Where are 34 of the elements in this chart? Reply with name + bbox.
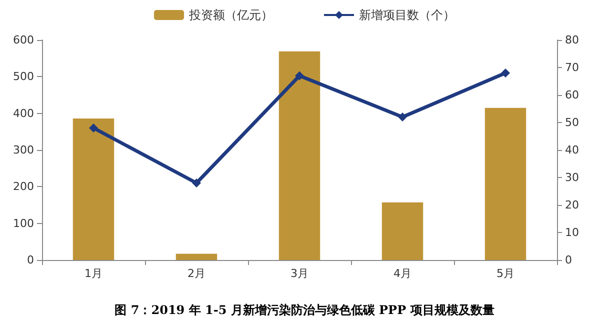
y-tick-label: 600	[13, 34, 34, 46]
y2-tick-label: 70	[565, 61, 579, 74]
point	[89, 124, 98, 132]
y-tick-label: 200	[13, 180, 34, 194]
text: 图 7：2019 年 1-5 月新增污染防治与绿色低碳 PPP 项目规模及数量	[114, 303, 494, 317]
point	[192, 178, 201, 188]
bar	[484, 108, 526, 260]
y-tick-label: 400	[13, 106, 34, 120]
x-tick-label: 3月	[290, 267, 308, 280]
bar	[72, 118, 114, 260]
y2-tick-label: 30	[565, 171, 579, 184]
bar	[176, 254, 218, 260]
y2-tick-label: 80	[565, 34, 579, 46]
x-tick-label: 2月	[188, 267, 206, 280]
y-tick-label: 100	[13, 216, 34, 230]
y-tick-label: 500	[13, 70, 34, 84]
x-tick-label: 1月	[84, 267, 102, 280]
legend-label: 投资额（亿元）	[188, 8, 273, 22]
x-tick-label: 5月	[496, 267, 514, 280]
bar	[278, 51, 320, 260]
y-tick-label: 300	[13, 144, 34, 156]
y2-tick-label: 20	[565, 198, 579, 212]
y2-tick-label: 0	[565, 254, 572, 266]
point	[398, 112, 407, 122]
y2-tick-label: 10	[565, 226, 579, 239]
x-tick-label: 4月	[394, 267, 412, 280]
y2-tick-label: 60	[565, 88, 579, 102]
point	[501, 68, 510, 78]
legend-label: 新增项目数（个）	[359, 8, 455, 22]
point	[295, 71, 304, 80]
y2-tick-label: 40	[565, 144, 579, 156]
y-tick-label: 0	[27, 254, 34, 266]
bar	[382, 202, 424, 260]
y2-tick-label: 50	[565, 116, 579, 129]
